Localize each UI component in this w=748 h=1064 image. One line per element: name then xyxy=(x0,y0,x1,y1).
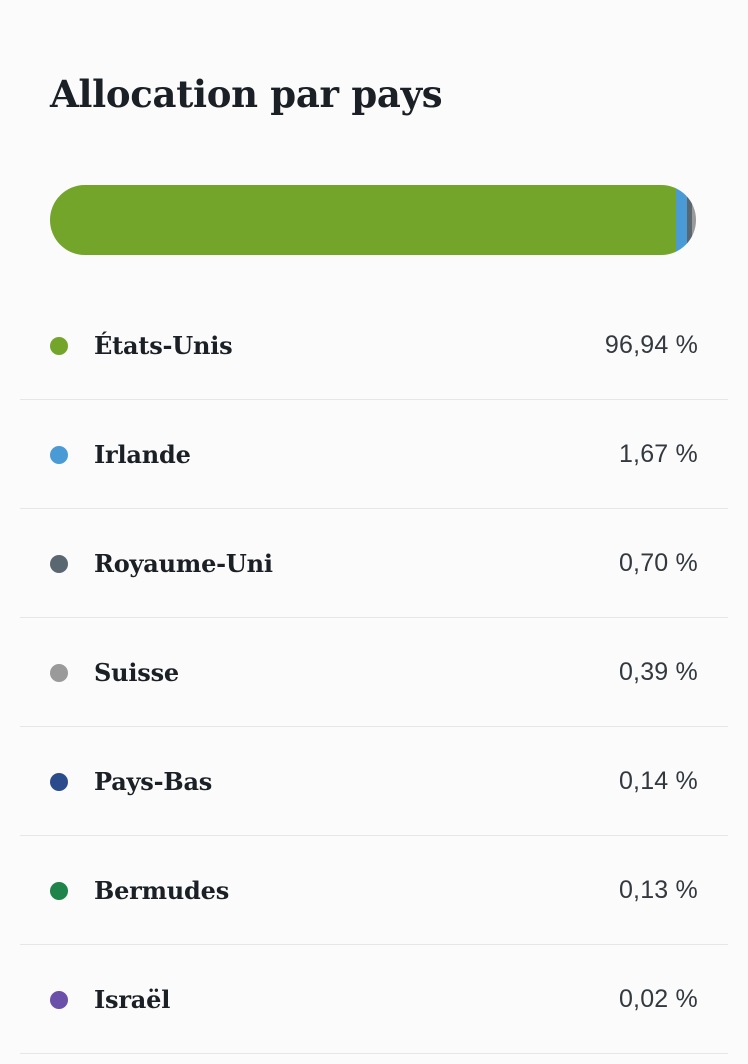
legend-row[interactable]: Suisse 0,39 % xyxy=(0,618,748,727)
country-legend-list: États-Unis 96,94 % Irlande 1,67 % Royaume-Un… xyxy=(0,291,748,1054)
country-percentage: 0,39 % xyxy=(618,658,698,686)
country-label: États-Unis xyxy=(94,331,233,360)
bar-segment[interactable] xyxy=(676,185,688,255)
bar-segment[interactable] xyxy=(50,185,677,255)
country-percentage: 0,14 % xyxy=(618,767,698,795)
bar-segment[interactable] xyxy=(687,185,693,255)
color-swatch-icon xyxy=(50,881,68,900)
country-label: Pays-Bas xyxy=(94,767,213,796)
country-label: Suisse xyxy=(94,658,179,687)
country-percentage: 0,13 % xyxy=(618,876,698,904)
bar-segment[interactable] xyxy=(692,185,696,255)
stacked-allocation-bar xyxy=(50,185,696,255)
color-swatch-icon xyxy=(50,772,68,791)
color-swatch-icon xyxy=(50,336,68,355)
color-swatch-icon xyxy=(50,445,68,464)
legend-row[interactable]: États-Unis 96,94 % xyxy=(0,291,748,400)
country-label: Royaume-Uni xyxy=(94,549,273,578)
legend-row[interactable]: Bermudes 0,13 % xyxy=(0,836,748,945)
legend-row[interactable]: Irlande 1,67 % xyxy=(0,400,748,509)
country-label: Bermudes xyxy=(94,876,230,905)
country-percentage: 0,02 % xyxy=(618,985,698,1013)
country-percentage: 0,70 % xyxy=(618,549,698,577)
country-percentage: 96,94 % xyxy=(604,331,698,359)
legend-row[interactable]: Pays-Bas 0,14 % xyxy=(0,727,748,836)
page-title: Allocation par pays xyxy=(50,72,443,116)
legend-row[interactable]: Royaume-Uni 0,70 % xyxy=(0,509,748,618)
country-label: Irlande xyxy=(94,440,191,469)
allocation-bar-container xyxy=(50,185,696,255)
country-label: Israël xyxy=(94,985,171,1014)
country-percentage: 1,67 % xyxy=(618,440,698,468)
color-swatch-icon xyxy=(50,990,68,1009)
legend-row[interactable]: Israël 0,02 % xyxy=(0,945,748,1054)
color-swatch-icon xyxy=(50,554,68,573)
color-swatch-icon xyxy=(50,663,68,682)
